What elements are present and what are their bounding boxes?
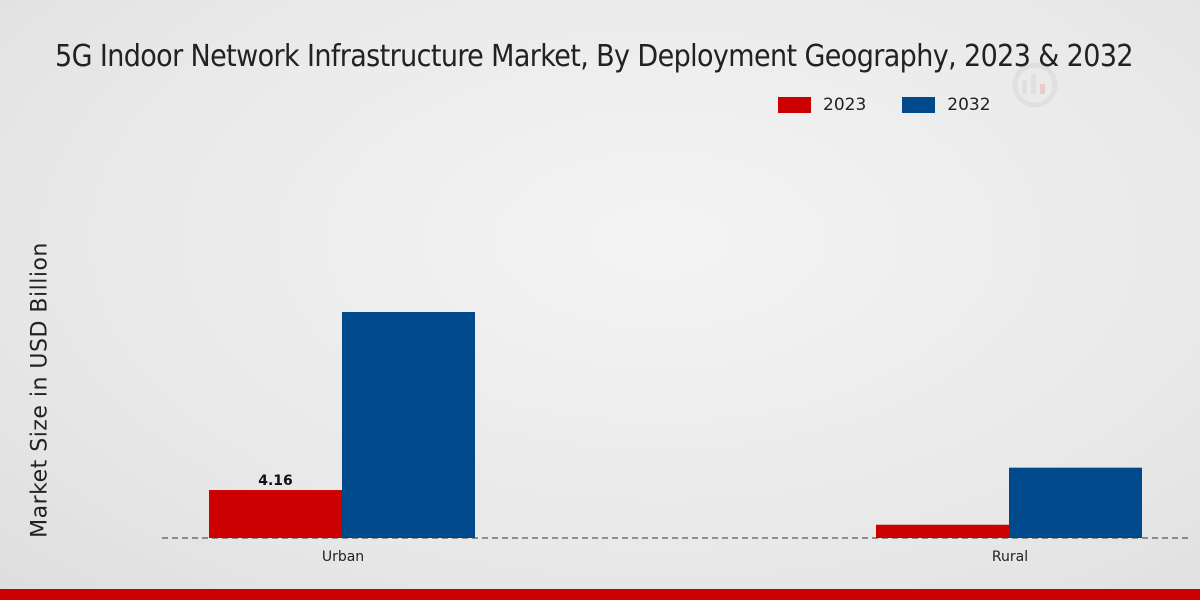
x-tick-label-rural: Rural (992, 549, 1028, 565)
bar-urban-2023 (209, 490, 342, 538)
bottom-accent-bar (0, 589, 1200, 600)
chart-title: 5G Indoor Network Infrastructure Market,… (55, 39, 1134, 74)
watermark-logo-icon (1012, 62, 1058, 108)
bar-urban-2032 (342, 312, 475, 538)
legend-item-2032: 2032 (902, 95, 991, 115)
legend-swatch-2032 (902, 97, 936, 113)
bar-rural-2023 (876, 524, 1009, 538)
x-tick-label-urban: Urban (322, 549, 364, 565)
legend-label-2032: 2032 (947, 95, 991, 115)
data-label-urban-2023: 4.16 (258, 473, 293, 489)
legend: 2023 2032 (778, 95, 1027, 115)
legend-label-2023: 2023 (823, 95, 867, 115)
legend-item-2023: 2023 (778, 95, 866, 115)
bar-rural-2032 (1009, 467, 1142, 538)
legend-swatch-2023 (778, 97, 811, 113)
